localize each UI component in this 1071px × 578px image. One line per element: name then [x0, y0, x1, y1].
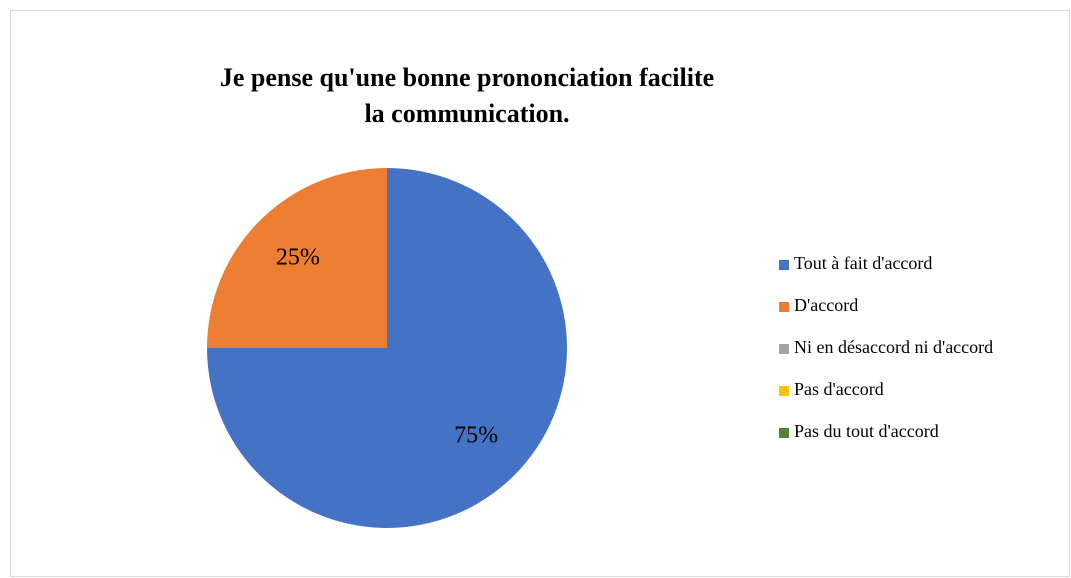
legend-label: Ni en désaccord ni d'accord: [794, 337, 993, 357]
pie-slice: [207, 168, 387, 348]
data-label: 75%: [454, 423, 498, 449]
data-label: 25%: [276, 244, 320, 270]
chart-title: Je pense qu'une bonne prononciation faci…: [220, 63, 714, 128]
legend-swatch: [779, 344, 789, 354]
legend-label: Pas du tout d'accord: [794, 421, 939, 441]
legend-swatch: [779, 386, 789, 396]
legend-label: Tout à fait d'accord: [794, 253, 932, 273]
legend-label: Pas d'accord: [794, 379, 884, 399]
legend-swatch: [779, 302, 789, 312]
legend-swatch: [779, 260, 789, 270]
legend-swatch: [779, 428, 789, 438]
legend-label: D'accord: [794, 295, 858, 315]
